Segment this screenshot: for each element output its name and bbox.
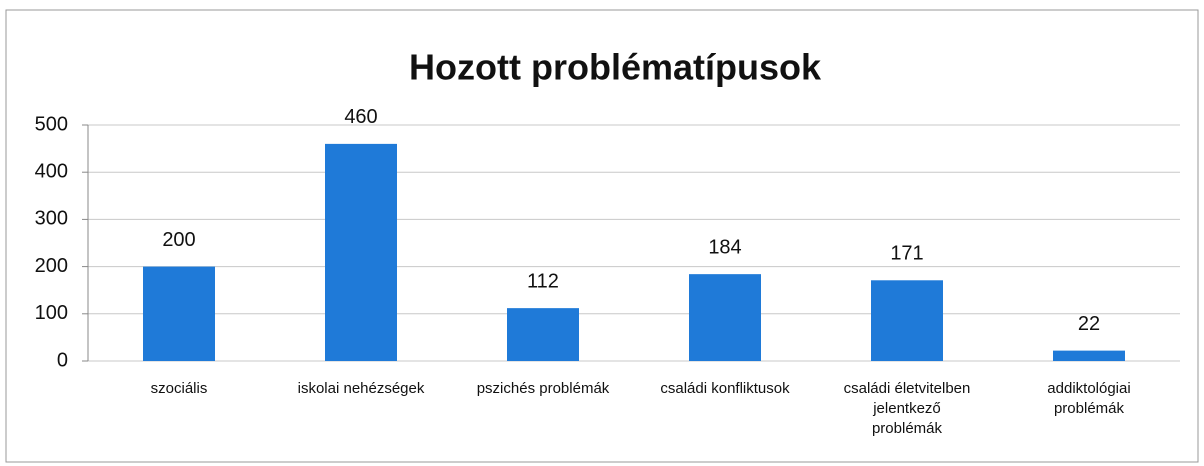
x-tick-label: szociális [150,380,208,397]
bar [325,143,397,361]
data-label: 200 [162,229,195,251]
x-tick-label-box: családi életvitelben jelentkező problémá… [843,380,971,437]
data-label: 184 [708,236,741,258]
y-tick-label: 100 [35,302,68,324]
x-tick-label: családi konfliktusok [660,380,790,397]
x-tick-label-box: családi konfliktusok [660,380,790,397]
y-tick-label: 200 [35,255,68,277]
x-tick-label: családi életvitelben jelentkező problémá… [843,380,971,437]
chart-border [5,9,1199,463]
y-tick-label: 300 [35,208,68,230]
chart-title: Hozott problématípusok [409,47,822,88]
bar [1053,350,1125,361]
x-tick-label-box: szociális [150,380,208,397]
bar [507,308,579,361]
x-tick-label: addiktológiai problémák [1047,380,1131,417]
x-tick-label: pszichés problémák [476,380,610,397]
data-label: 171 [890,243,923,265]
x-tick-label-box: addiktológiai problémák [1047,380,1131,417]
x-tick-label: iskolai nehézségek [297,380,425,397]
x-tick-label-box: iskolai nehézségek [297,380,425,397]
data-label: 112 [527,270,559,292]
bar [871,280,943,361]
y-tick-label: 0 [57,349,68,371]
bar [689,274,761,361]
y-tick-label: 400 [35,160,68,182]
data-label: 460 [344,106,377,128]
bar [143,266,215,361]
y-tick-label: 500 [35,113,68,135]
data-label: 22 [1078,313,1100,335]
x-tick-label-box: pszichés problémák [476,380,610,397]
